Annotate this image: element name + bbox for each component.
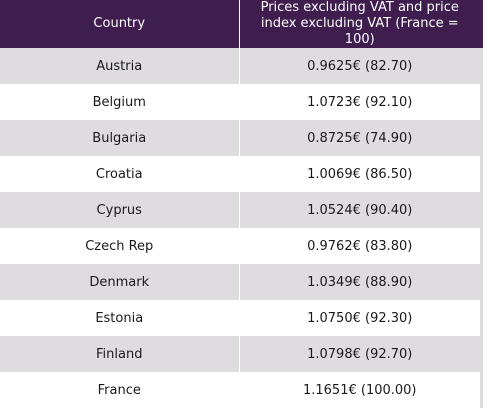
table-row: Estonia 1.0750€ (92.30)	[0, 300, 483, 336]
row-edge	[480, 228, 483, 264]
price-cell: 1.0524€ (90.40)	[238, 192, 480, 228]
price-cell: 1.0798€ (92.70)	[238, 336, 480, 372]
table-row: Denmark 1.0349€ (88.90)	[0, 264, 483, 300]
row-edge	[480, 300, 483, 336]
table-header-row: Country Prices excluding VAT and price i…	[0, 0, 483, 48]
country-cell: Estonia	[0, 300, 239, 336]
price-cell: 1.0349€ (88.90)	[238, 264, 480, 300]
price-cell: 0.9625€ (82.70)	[238, 48, 480, 84]
price-cell: 1.0723€ (92.10)	[238, 84, 480, 120]
country-cell: Croatia	[0, 156, 239, 192]
row-edge	[480, 84, 483, 120]
country-cell: Belgium	[0, 84, 239, 120]
row-edge	[480, 48, 483, 84]
country-cell: France	[0, 372, 239, 408]
price-cell: 1.0069€ (86.50)	[238, 156, 480, 192]
table-row: Austria 0.9625€ (82.70)	[0, 48, 483, 84]
row-edge	[480, 372, 483, 408]
header-edge	[480, 0, 483, 48]
price-cell: 1.1651€ (100.00)	[238, 372, 480, 408]
table-row: Finland 1.0798€ (92.70)	[0, 336, 483, 372]
country-cell: Cyprus	[0, 192, 239, 228]
table-row: Croatia 1.0069€ (86.50)	[0, 156, 483, 192]
country-cell: Bulgaria	[0, 120, 239, 156]
table-row: France 1.1651€ (100.00)	[0, 372, 483, 408]
country-cell: Finland	[0, 336, 239, 372]
row-edge	[480, 264, 483, 300]
price-cell: 1.0750€ (92.30)	[238, 300, 480, 336]
country-cell: Austria	[0, 48, 239, 84]
price-cell: 0.8725€ (74.90)	[238, 120, 480, 156]
country-cell: Czech Rep	[0, 228, 239, 264]
table-row: Cyprus 1.0524€ (90.40)	[0, 192, 483, 228]
row-edge	[480, 120, 483, 156]
table-row: Czech Rep 0.9762€ (83.80)	[0, 228, 483, 264]
table-row: Bulgaria 0.8725€ (74.90)	[0, 120, 483, 156]
table-row: Belgium 1.0723€ (92.10)	[0, 84, 483, 120]
row-edge	[480, 192, 483, 228]
row-edge	[480, 156, 483, 192]
country-cell: Denmark	[0, 264, 239, 300]
price-cell: 0.9762€ (83.80)	[238, 228, 480, 264]
header-price[interactable]: Prices excluding VAT and price index exc…	[238, 0, 480, 48]
row-edge	[480, 336, 483, 372]
header-country[interactable]: Country	[0, 0, 239, 48]
